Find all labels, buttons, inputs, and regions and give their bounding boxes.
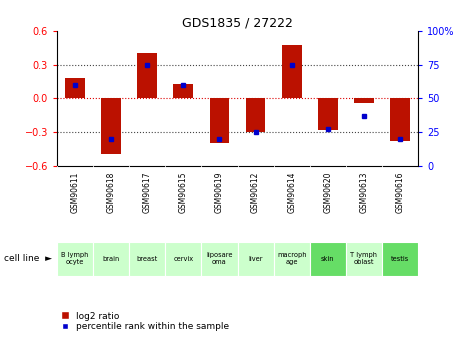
Text: macroph
age: macroph age bbox=[277, 252, 306, 265]
Text: testis: testis bbox=[391, 256, 409, 262]
Bar bbox=[129, 241, 165, 276]
Text: cervix: cervix bbox=[173, 256, 193, 262]
Bar bbox=[65, 78, 85, 98]
Text: brain: brain bbox=[103, 256, 120, 262]
Text: skin: skin bbox=[321, 256, 334, 262]
Bar bbox=[390, 98, 410, 141]
Bar bbox=[238, 241, 274, 276]
Text: GSM90611: GSM90611 bbox=[71, 172, 79, 213]
Bar bbox=[201, 241, 238, 276]
Bar bbox=[354, 98, 374, 103]
Text: T lymph
oblast: T lymph oblast bbox=[351, 252, 377, 265]
Bar bbox=[209, 98, 229, 143]
Bar bbox=[101, 98, 121, 155]
Text: GSM90614: GSM90614 bbox=[287, 172, 296, 213]
Title: GDS1835 / 27222: GDS1835 / 27222 bbox=[182, 17, 293, 30]
Text: GSM90612: GSM90612 bbox=[251, 172, 260, 213]
Text: GSM90619: GSM90619 bbox=[215, 172, 224, 213]
Text: B lymph
ocyte: B lymph ocyte bbox=[61, 252, 89, 265]
Text: GSM90620: GSM90620 bbox=[323, 172, 332, 213]
Text: GSM90615: GSM90615 bbox=[179, 172, 188, 213]
Bar bbox=[282, 45, 302, 98]
Text: breast: breast bbox=[137, 256, 158, 262]
Text: GSM90613: GSM90613 bbox=[360, 172, 368, 213]
Bar bbox=[318, 98, 338, 130]
Text: liver: liver bbox=[248, 256, 263, 262]
Bar bbox=[346, 241, 382, 276]
Bar bbox=[246, 98, 266, 132]
Bar bbox=[57, 241, 93, 276]
Text: GSM90616: GSM90616 bbox=[396, 172, 404, 213]
Text: GSM90618: GSM90618 bbox=[107, 172, 115, 213]
Bar bbox=[382, 241, 418, 276]
Legend: log2 ratio, percentile rank within the sample: log2 ratio, percentile rank within the s… bbox=[62, 312, 229, 331]
Bar bbox=[274, 241, 310, 276]
Bar bbox=[310, 241, 346, 276]
Text: liposare
oma: liposare oma bbox=[206, 252, 233, 265]
Bar bbox=[173, 84, 193, 98]
Bar bbox=[137, 53, 157, 98]
Text: cell line  ►: cell line ► bbox=[4, 254, 52, 263]
Bar bbox=[93, 241, 129, 276]
Text: GSM90617: GSM90617 bbox=[143, 172, 152, 213]
Bar bbox=[165, 241, 201, 276]
